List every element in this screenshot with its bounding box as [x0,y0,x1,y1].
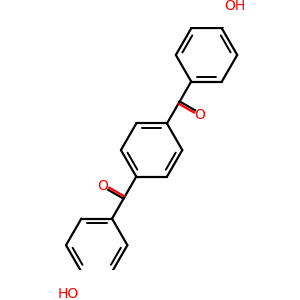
Text: O: O [195,108,206,122]
Text: HO: HO [58,287,79,300]
Text: OH: OH [224,0,245,13]
Text: O: O [98,178,109,193]
